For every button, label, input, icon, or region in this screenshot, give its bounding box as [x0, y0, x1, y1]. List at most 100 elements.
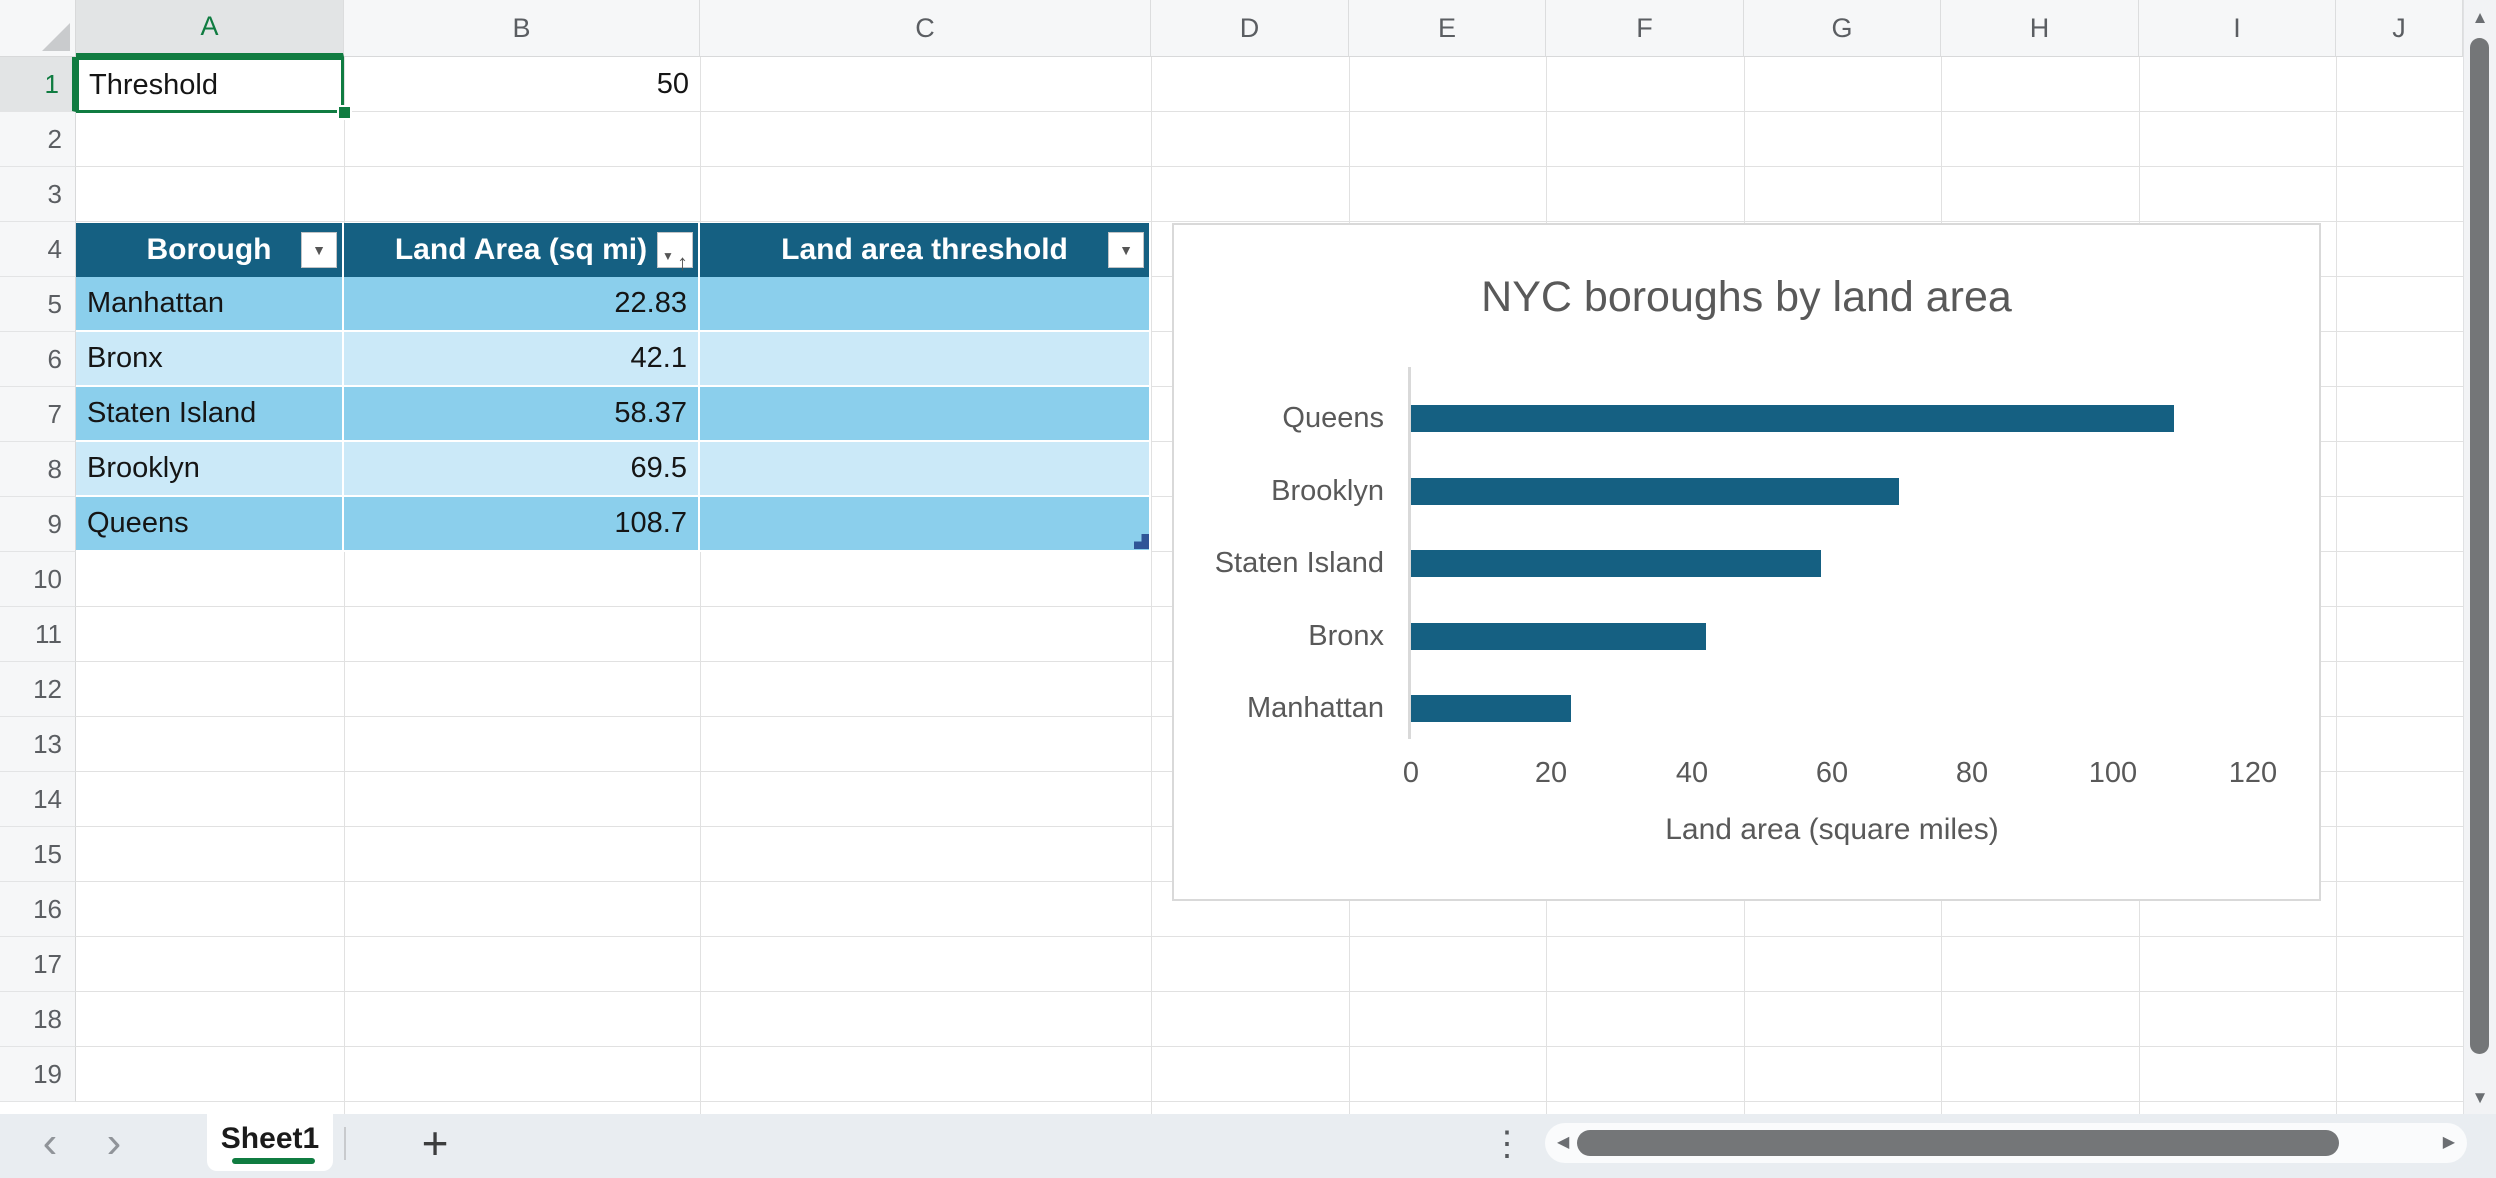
row-header-11[interactable]: 11 [0, 607, 76, 662]
horizontal-scrollbar-thumb[interactable] [1577, 1130, 2339, 1156]
chart-tick-label: 40 [1652, 757, 1732, 790]
row-header-3[interactable]: 3 [0, 167, 76, 222]
filter-dropdown-button[interactable]: ▼ [1108, 232, 1144, 268]
tab-divider [344, 1127, 346, 1160]
scrollbar-drag-handle-icon[interactable]: ⋮ [1490, 1114, 1520, 1178]
row-header-19[interactable]: 19 [0, 1047, 76, 1102]
table-cell[interactable]: Brooklyn [76, 442, 344, 497]
chart-tick-label: 120 [2213, 757, 2293, 790]
chart-tick-label: 60 [1792, 757, 1872, 790]
table-cell[interactable]: Bronx [76, 332, 344, 387]
column-header-F[interactable]: F [1546, 0, 1744, 57]
filter-sort-asc-button[interactable]: ▼↑ [657, 232, 693, 268]
sheet-tab-active[interactable]: Sheet1 [207, 1114, 333, 1171]
column-header-G[interactable]: G [1744, 0, 1941, 57]
row-header-17[interactable]: 17 [0, 937, 76, 992]
table-body: Manhattan22.83Bronx42.1Staten Island58.3… [76, 277, 1151, 552]
chart-tick-label: 20 [1511, 757, 1591, 790]
table-cell[interactable]: 69.5 [344, 442, 700, 497]
table-cell[interactable] [700, 277, 1151, 332]
chart-tick-label: 80 [1932, 757, 2012, 790]
row-header-13[interactable]: 13 [0, 717, 76, 772]
table-header-label: Borough [147, 233, 272, 266]
chart-category-label: Brooklyn [1174, 478, 1384, 505]
active-tab-underline [232, 1158, 315, 1164]
gridline [344, 57, 345, 1114]
row-header-12[interactable]: 12 [0, 662, 76, 717]
filter-icon: ▼ [1119, 243, 1133, 257]
vertical-scrollbar-thumb[interactable] [2470, 38, 2489, 1054]
scroll-down-icon[interactable]: ▼ [2464, 1088, 2496, 1108]
table-header-land-area-sq-mi-: Land Area (sq mi)▼↑ [344, 223, 700, 277]
row-header-9[interactable]: 9 [0, 497, 76, 552]
gridline [700, 57, 701, 1114]
table-cell[interactable]: Manhattan [76, 277, 344, 332]
row-header-18[interactable]: 18 [0, 992, 76, 1047]
chart-bar-staten-island[interactable] [1411, 550, 1821, 577]
filter-icon: ▼ [662, 250, 674, 262]
table-cell[interactable]: Queens [76, 497, 344, 552]
chart-category-label: Staten Island [1174, 550, 1384, 577]
filter-dropdown-button[interactable]: ▼ [301, 232, 337, 268]
table-cell[interactable] [700, 442, 1151, 497]
vertical-scrollbar[interactable]: ▲ ▼ [2463, 0, 2496, 1114]
chart-bar-queens[interactable] [1411, 405, 2174, 432]
column-header-A[interactable]: A [76, 0, 344, 57]
column-header-H[interactable]: H [1941, 0, 2139, 57]
column-header-D[interactable]: D [1151, 0, 1349, 57]
row-header-16[interactable]: 16 [0, 882, 76, 937]
excel-workbook-window: ABCDEFGHIJ 12345678910111213141516171819… [0, 0, 2496, 1178]
bar-chart[interactable]: NYC boroughs by land area QueensBrooklyn… [1172, 223, 2321, 901]
table-header-land-area-threshold: Land area threshold▼ [700, 223, 1151, 277]
chart-bar-brooklyn[interactable] [1411, 478, 1899, 505]
column-header-J[interactable]: J [2336, 0, 2463, 57]
table-cell[interactable]: 22.83 [344, 277, 700, 332]
sort-ascending-icon: ↑ [677, 236, 688, 277]
chart-tick-label: 100 [2073, 757, 2153, 790]
table-row: Staten Island58.37 [76, 387, 1151, 442]
scroll-left-icon[interactable]: ◀ [1557, 1123, 1569, 1163]
horizontal-scrollbar[interactable]: ◀ ▶ [1545, 1123, 2467, 1163]
chart-bar-bronx[interactable] [1411, 623, 1706, 650]
select-all-corner[interactable] [0, 0, 76, 57]
filter-icon: ▼ [312, 243, 326, 257]
table-cell[interactable]: 58.37 [344, 387, 700, 442]
table-cell[interactable] [700, 497, 1151, 552]
column-header-B[interactable]: B [344, 0, 700, 57]
cell-B1[interactable]: 50 [344, 57, 700, 112]
table-row: Manhattan22.83 [76, 277, 1151, 332]
selection-fill-handle[interactable] [337, 105, 352, 120]
row-header-4[interactable]: 4 [0, 222, 76, 277]
cell-A1-selected[interactable]: Threshold [76, 57, 344, 113]
chart-category-label: Bronx [1174, 623, 1384, 650]
table-header-borough: Borough ▼ [76, 223, 344, 277]
column-header-I[interactable]: I [2139, 0, 2336, 57]
table-row: Bronx42.1 [76, 332, 1151, 387]
table-cell[interactable] [700, 332, 1151, 387]
row-header-5[interactable]: 5 [0, 277, 76, 332]
add-sheet-button[interactable]: + [413, 1114, 457, 1178]
select-all-triangle-icon [42, 23, 70, 51]
table-cell[interactable]: 108.7 [344, 497, 700, 552]
data-table: Borough▼Land Area (sq mi)▼↑Land area thr… [76, 223, 1151, 552]
column-header-C[interactable]: C [700, 0, 1151, 57]
row-header-15[interactable]: 15 [0, 827, 76, 882]
next-sheet-icon[interactable]: › [92, 1114, 136, 1178]
row-header-10[interactable]: 10 [0, 552, 76, 607]
table-cell[interactable]: Staten Island [76, 387, 344, 442]
table-cell[interactable] [700, 387, 1151, 442]
row-header-6[interactable]: 6 [0, 332, 76, 387]
chart-tick-label: 0 [1371, 757, 1451, 790]
row-header-7[interactable]: 7 [0, 387, 76, 442]
chart-title: NYC boroughs by land area [1174, 273, 2319, 322]
row-header-1[interactable]: 1 [0, 57, 76, 112]
chart-bar-manhattan[interactable] [1411, 695, 1571, 722]
row-header-2[interactable]: 2 [0, 112, 76, 167]
previous-sheet-icon[interactable]: ‹ [28, 1114, 72, 1178]
row-header-8[interactable]: 8 [0, 442, 76, 497]
scroll-right-icon[interactable]: ▶ [2443, 1123, 2455, 1163]
column-header-E[interactable]: E [1349, 0, 1546, 57]
row-header-14[interactable]: 14 [0, 772, 76, 827]
scroll-up-icon[interactable]: ▲ [2464, 8, 2496, 28]
table-cell[interactable]: 42.1 [344, 332, 700, 387]
